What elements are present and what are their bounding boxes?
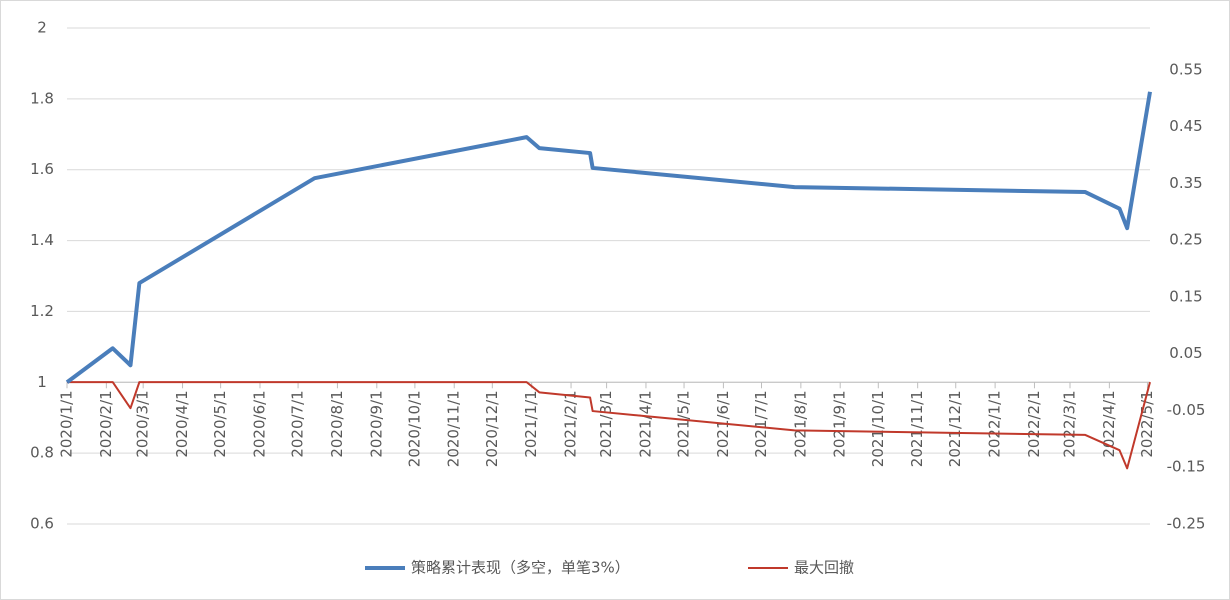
x-tick-label: 2022/1/1 [986, 390, 1004, 457]
y-tick-label: 1.2 [30, 302, 54, 320]
x-tick-label: 2020/6/1 [250, 390, 268, 457]
x-tick-label: 2021/5/1 [675, 390, 693, 457]
series-line [67, 381, 1151, 470]
legend-label: 策略累计表现（多空，单笔3%） [411, 559, 630, 577]
x-tick-label: 2021/12/1 [946, 390, 964, 467]
x-tick-label: 2020/5/1 [211, 390, 229, 457]
x-tick-label: 2021/7/1 [752, 390, 770, 457]
y-tick-label: 1.4 [30, 231, 54, 249]
x-tick-label: 2020/3/1 [134, 390, 152, 457]
x-tick-label: 2021/11/1 [908, 390, 926, 467]
y-tick-label: 1 [37, 373, 47, 391]
y2-tick-label: 0.15 [1169, 287, 1202, 305]
x-tick-label: 2020/4/1 [173, 390, 191, 457]
legend-label: 最大回撤 [794, 559, 854, 577]
x-tick-label: 2021/3/1 [597, 390, 615, 457]
y-tick-label: 0.6 [30, 515, 54, 533]
series-line [65, 91, 1152, 384]
x-tick-label: 2022/5/1 [1138, 390, 1156, 457]
y2-tick-label: 0.55 [1169, 60, 1202, 78]
y2-tick-label: 0.25 [1169, 231, 1202, 249]
y-tick-label: 0.8 [30, 444, 54, 462]
y2-tick-label: 0.45 [1169, 117, 1202, 135]
x-tick-label: 2020/12/1 [483, 390, 501, 467]
y2-tick-label: -0.25 [1167, 515, 1206, 533]
x-tick-label: 2021/8/1 [791, 390, 809, 457]
x-tick-label: 2020/11/1 [445, 390, 463, 467]
y-tick-label: 1.6 [30, 160, 54, 178]
x-tick-label: 2022/3/1 [1061, 390, 1079, 457]
y2-tick-label: 0.05 [1169, 344, 1202, 362]
x-tick-label: 2020/8/1 [328, 390, 346, 457]
y2-tick-label: 0.35 [1169, 174, 1202, 192]
y-tick-label: 1.8 [30, 89, 54, 107]
x-tick-label: 2020/7/1 [289, 390, 307, 457]
y2-tick-label: -0.15 [1167, 458, 1206, 476]
x-tick-label: 2020/1/1 [58, 390, 76, 457]
x-tick-label: 2022/2/1 [1025, 390, 1043, 457]
x-tick-label: 2021/10/1 [869, 390, 887, 467]
x-tick-label: 2020/9/1 [367, 390, 385, 457]
x-tick-label: 2021/9/1 [831, 390, 849, 457]
x-tick-label: 2020/10/1 [405, 390, 423, 467]
x-tick-label: 2020/2/1 [97, 390, 115, 457]
x-tick-label: 2021/2/1 [562, 390, 580, 457]
y-tick-label: 2 [37, 19, 47, 37]
x-tick-label: 2021/4/1 [636, 390, 654, 457]
y2-tick-label: -0.05 [1167, 401, 1206, 419]
x-tick-label: 2021/1/1 [522, 390, 540, 457]
x-tick-label: 2022/4/1 [1100, 390, 1118, 457]
